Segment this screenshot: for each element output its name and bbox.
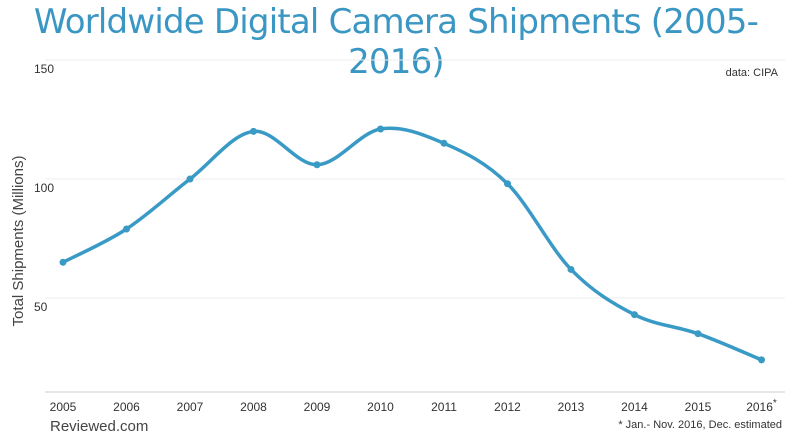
data-point-2016 bbox=[758, 356, 765, 364]
x-tick-label: 2007 bbox=[177, 400, 204, 414]
x-tick-label: 2011 bbox=[431, 400, 457, 414]
data-points bbox=[59, 125, 765, 364]
y-axis-label: Total Shipments (Millions) bbox=[10, 156, 27, 327]
data-point-2012 bbox=[504, 180, 511, 188]
data-point-2014 bbox=[631, 311, 638, 319]
x-tick-footnote-mark: * bbox=[773, 398, 777, 409]
data-point-2009 bbox=[313, 161, 321, 169]
gridlines bbox=[45, 59, 785, 299]
x-tick-label: 2009 bbox=[304, 400, 331, 414]
data-point-2015 bbox=[694, 330, 702, 338]
x-tick-label: 2005 bbox=[50, 400, 77, 414]
x-tick-label: 2006 bbox=[113, 400, 140, 414]
y-tick-label: 150 bbox=[34, 62, 54, 76]
data-point-2013 bbox=[567, 265, 575, 273]
data-point-2011 bbox=[440, 139, 448, 147]
chart-title: Worldwide Digital Camera Shipments (2005… bbox=[33, 2, 759, 82]
source-label: data: CIPA bbox=[726, 67, 779, 79]
data-point-2010 bbox=[377, 125, 384, 133]
x-tick-label: 2012 bbox=[494, 400, 521, 414]
series-line bbox=[61, 126, 764, 362]
x-tick-label: 2010 bbox=[367, 400, 394, 414]
x-tick-label: 2014 bbox=[621, 400, 648, 414]
data-point-2007 bbox=[186, 175, 194, 183]
x-tick-label: 2008 bbox=[240, 400, 267, 414]
y-tick-label: 100 bbox=[34, 181, 54, 195]
y-tick-label: 50 bbox=[34, 300, 48, 314]
x-tick-labels: 2005 2006 2007 2008 2009 2010 2011 2012 2013 2014… bbox=[50, 398, 777, 414]
brand-label: Reviewed.com bbox=[50, 418, 149, 435]
y-tick-labels: 50 100 150 bbox=[34, 62, 54, 314]
data-point-2008 bbox=[250, 127, 257, 135]
footnote: * Jan.- Nov. 2016, Dec. estimated bbox=[618, 419, 782, 431]
data-point-2006 bbox=[123, 225, 130, 233]
x-tick-label: 2013 bbox=[558, 400, 585, 414]
x-tick-label: 2015 bbox=[685, 400, 712, 414]
data-point-2005 bbox=[59, 258, 67, 266]
x-tick-label: 2016* bbox=[746, 398, 777, 414]
